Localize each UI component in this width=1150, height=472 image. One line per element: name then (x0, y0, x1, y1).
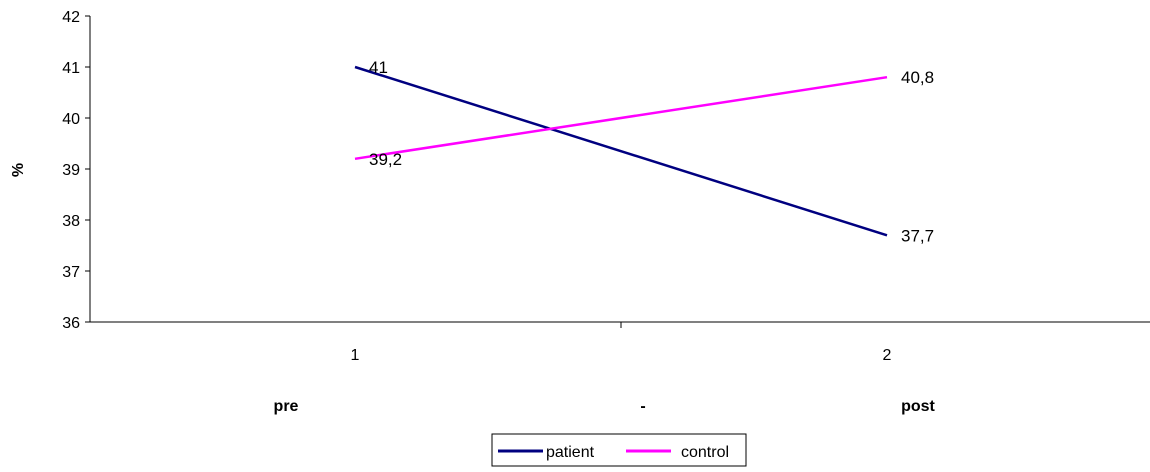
series-line-patient (354, 65, 888, 237)
legend-label-control: control (681, 444, 729, 461)
x-tick-label: 1 (351, 347, 360, 364)
x-tick-label: 2 (883, 347, 892, 364)
y-tick-label: 37 (62, 264, 80, 281)
legend-label-patient: patient (546, 444, 595, 461)
data-label-control: 39,2 (369, 150, 402, 169)
series-lines (354, 65, 888, 237)
y-tick-label: 36 (62, 315, 80, 332)
legend-box (491, 433, 747, 467)
x-category-title: - (640, 398, 645, 415)
data-label-patient: 37,7 (901, 226, 934, 245)
y-tick-label: 39 (62, 162, 80, 179)
data-label-control: 40,8 (901, 68, 934, 87)
series-line-control (354, 75, 888, 161)
data-label-patient: 41 (369, 58, 388, 77)
y-axis-ticks: 36 37 38 39 40 41 42 (62, 9, 90, 332)
data-labels: 41 37,7 39,2 40,8 (369, 58, 934, 245)
x-axis-category-titles: pre - post (274, 398, 936, 415)
axes (89, 16, 1150, 323)
legend: patient control (491, 433, 747, 467)
y-tick-label: 38 (62, 213, 80, 230)
y-tick-label: 42 (62, 9, 80, 26)
y-axis-title: % (10, 163, 27, 177)
y-tick-label: 41 (62, 60, 80, 77)
x-category-title: post (901, 398, 935, 415)
y-tick-label: 40 (62, 111, 80, 128)
x-category-title: pre (274, 398, 299, 415)
